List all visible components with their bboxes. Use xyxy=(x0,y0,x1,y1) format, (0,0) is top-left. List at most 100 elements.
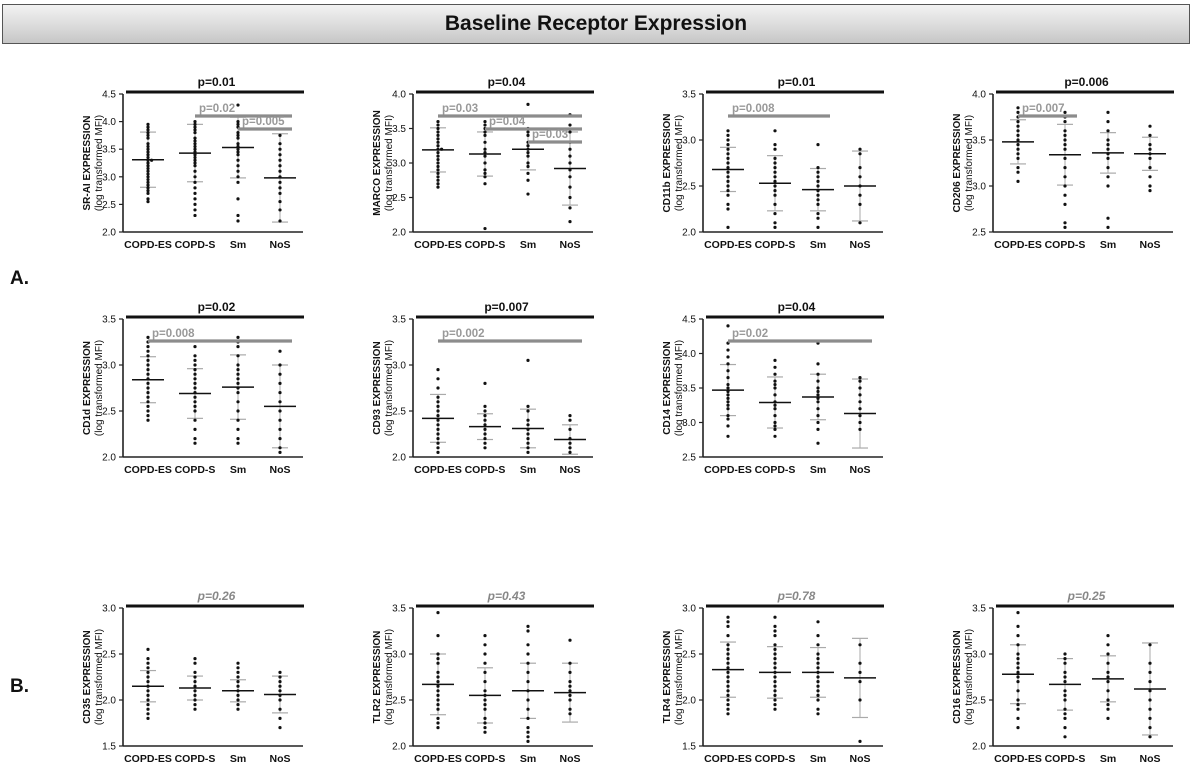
data-point xyxy=(436,154,440,158)
data-point xyxy=(146,133,150,137)
data-point xyxy=(773,166,777,170)
data-point xyxy=(436,423,440,427)
y-tick-label: 2.5 xyxy=(102,200,116,211)
data-point xyxy=(146,345,150,349)
data-point xyxy=(236,197,240,201)
data-point xyxy=(146,381,150,385)
x-category-label: COPD-ES xyxy=(124,239,172,251)
data-point xyxy=(1106,652,1110,656)
data-point xyxy=(278,418,282,422)
data-point xyxy=(193,395,197,399)
data-point xyxy=(816,407,820,411)
data-point xyxy=(1063,147,1067,151)
data-point xyxy=(858,698,862,702)
data-point xyxy=(526,726,530,730)
y-axis-label: CD16 EXPRESSION xyxy=(952,630,963,723)
data-point xyxy=(483,130,487,134)
data-point xyxy=(526,643,530,647)
data-point xyxy=(1106,661,1110,665)
data-point xyxy=(526,629,530,633)
y-tick-label: 4.0 xyxy=(682,349,696,360)
x-category-label: Sm xyxy=(520,753,536,765)
data-point xyxy=(193,136,197,140)
data-point xyxy=(773,147,777,151)
data-point xyxy=(773,184,777,188)
data-point xyxy=(278,169,282,173)
data-point xyxy=(773,143,777,147)
data-point xyxy=(278,158,282,162)
data-point xyxy=(726,193,730,197)
pairwise-p-value: p=0.002 xyxy=(442,328,485,340)
data-point xyxy=(236,680,240,684)
data-point xyxy=(483,441,487,445)
data-point xyxy=(816,212,820,216)
data-point xyxy=(526,446,530,450)
pairwise-p-value: p=0.02 xyxy=(732,328,768,340)
data-point xyxy=(193,661,197,665)
data-point xyxy=(236,345,240,349)
data-point xyxy=(483,171,487,175)
data-point xyxy=(146,142,150,146)
data-point xyxy=(193,208,197,212)
data-point xyxy=(236,707,240,711)
y-axis-unit-label: (log transformed MFI) xyxy=(674,340,685,436)
data-point xyxy=(816,389,820,394)
y-tick-label: 2.5 xyxy=(682,650,696,661)
x-category-label: COPD-S xyxy=(465,464,506,476)
data-point xyxy=(526,670,530,674)
data-point xyxy=(193,120,197,124)
data-point xyxy=(193,169,197,173)
data-point xyxy=(236,147,240,151)
data-point xyxy=(1016,624,1020,628)
data-point xyxy=(773,666,777,670)
y-tick-label: 3.0 xyxy=(392,650,406,661)
data-point xyxy=(278,349,282,353)
data-point xyxy=(483,414,487,418)
data-point xyxy=(193,693,197,697)
data-point xyxy=(436,185,440,189)
data-point xyxy=(193,139,197,143)
data-point xyxy=(436,130,440,134)
data-point xyxy=(726,400,730,404)
data-point xyxy=(773,707,777,711)
data-point xyxy=(236,142,240,146)
data-point xyxy=(193,381,197,385)
y-tick-label: 2.5 xyxy=(392,193,406,204)
x-category-label: NoS xyxy=(270,239,291,251)
data-point xyxy=(236,363,240,367)
data-point xyxy=(816,675,820,679)
data-point xyxy=(278,208,282,212)
data-point xyxy=(1106,703,1110,707)
data-point xyxy=(726,355,730,359)
data-point xyxy=(1016,726,1020,730)
y-axis-label: CD11b EXPRESSION xyxy=(662,114,673,213)
data-point xyxy=(773,193,777,197)
data-point xyxy=(568,680,572,684)
data-point xyxy=(816,661,820,665)
data-point xyxy=(278,446,282,450)
data-point xyxy=(278,689,282,693)
data-point xyxy=(483,120,487,124)
data-point xyxy=(146,161,150,165)
data-point xyxy=(1063,138,1067,142)
x-category-label: Sm xyxy=(520,239,536,251)
data-point xyxy=(726,707,730,711)
data-point xyxy=(1063,225,1067,229)
data-point xyxy=(726,647,730,651)
x-category-label: COPD-S xyxy=(465,239,506,251)
data-point xyxy=(726,693,730,697)
data-point xyxy=(278,372,282,376)
data-point xyxy=(146,657,150,661)
data-point xyxy=(726,414,730,418)
data-point xyxy=(568,661,572,665)
data-point xyxy=(483,670,487,674)
data-point xyxy=(858,407,862,411)
data-point xyxy=(193,164,197,168)
data-point xyxy=(816,379,820,383)
data-point xyxy=(858,166,862,170)
data-point xyxy=(526,716,530,720)
data-point xyxy=(436,126,440,131)
data-point xyxy=(773,434,777,438)
data-point xyxy=(436,441,440,445)
y-axis-label: SR-AI EXPRESSION xyxy=(82,115,93,210)
